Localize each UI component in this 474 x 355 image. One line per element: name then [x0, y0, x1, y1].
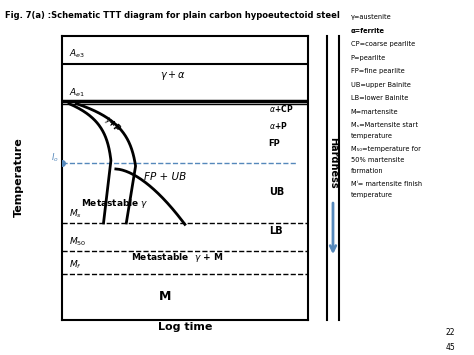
Text: FP: FP: [269, 139, 281, 148]
Text: temperature: temperature: [351, 133, 393, 139]
Text: Mₛ=Martensite start: Mₛ=Martensite start: [351, 122, 418, 128]
Text: Fig. 7(a) :Schematic TTT diagram for plain carbon hypoeutectoid steel: Fig. 7(a) :Schematic TTT diagram for pla…: [5, 11, 339, 20]
Text: Hardness: Hardness: [328, 137, 338, 189]
Text: $\alpha$+P: $\alpha$+P: [269, 120, 287, 131]
Text: $M_{50}$: $M_{50}$: [69, 236, 86, 248]
Text: $\gamma$+P: $\gamma$+P: [101, 113, 124, 136]
Text: M: M: [159, 290, 171, 302]
Text: Temperature: Temperature: [14, 138, 24, 217]
Text: 45: 45: [445, 343, 455, 352]
Text: Metastable $\gamma$: Metastable $\gamma$: [82, 197, 149, 210]
Text: $A_{e3}$: $A_{e3}$: [69, 47, 85, 60]
Text: LB=lower Bainite: LB=lower Bainite: [351, 95, 408, 101]
Text: LB: LB: [269, 226, 283, 236]
Text: Metastable  $\gamma$ + M: Metastable $\gamma$ + M: [131, 251, 223, 264]
Text: $\alpha$+CP: $\alpha$+CP: [269, 103, 293, 114]
X-axis label: Log time: Log time: [158, 322, 212, 332]
Text: temperature: temperature: [351, 192, 393, 198]
Text: 22: 22: [446, 328, 455, 338]
Text: P=pearlite: P=pearlite: [351, 55, 386, 61]
Text: $\gamma+\alpha$: $\gamma+\alpha$: [160, 69, 185, 82]
Text: M=martensite: M=martensite: [351, 109, 398, 115]
Text: M₅₀=temperature for: M₅₀=temperature for: [351, 146, 420, 152]
Text: γ=austenite: γ=austenite: [351, 14, 392, 20]
Text: formation: formation: [351, 168, 383, 174]
Text: FP=fine pearlite: FP=fine pearlite: [351, 68, 404, 74]
Text: $M_f$: $M_f$: [69, 259, 82, 271]
Text: UB=upper Bainite: UB=upper Bainite: [351, 82, 410, 88]
Text: $M_s$: $M_s$: [69, 208, 82, 220]
Text: FP + UB: FP + UB: [144, 172, 186, 182]
Text: CP=coarse pearlite: CP=coarse pearlite: [351, 41, 415, 47]
Text: $I_o$: $I_o$: [51, 152, 59, 164]
Text: 50% martensite: 50% martensite: [351, 157, 404, 163]
Text: UB: UB: [269, 186, 284, 197]
Text: $A_{e1}$: $A_{e1}$: [69, 87, 85, 99]
Text: Mⁱ= martensite finish: Mⁱ= martensite finish: [351, 181, 422, 187]
Text: α=ferrite: α=ferrite: [351, 28, 385, 34]
